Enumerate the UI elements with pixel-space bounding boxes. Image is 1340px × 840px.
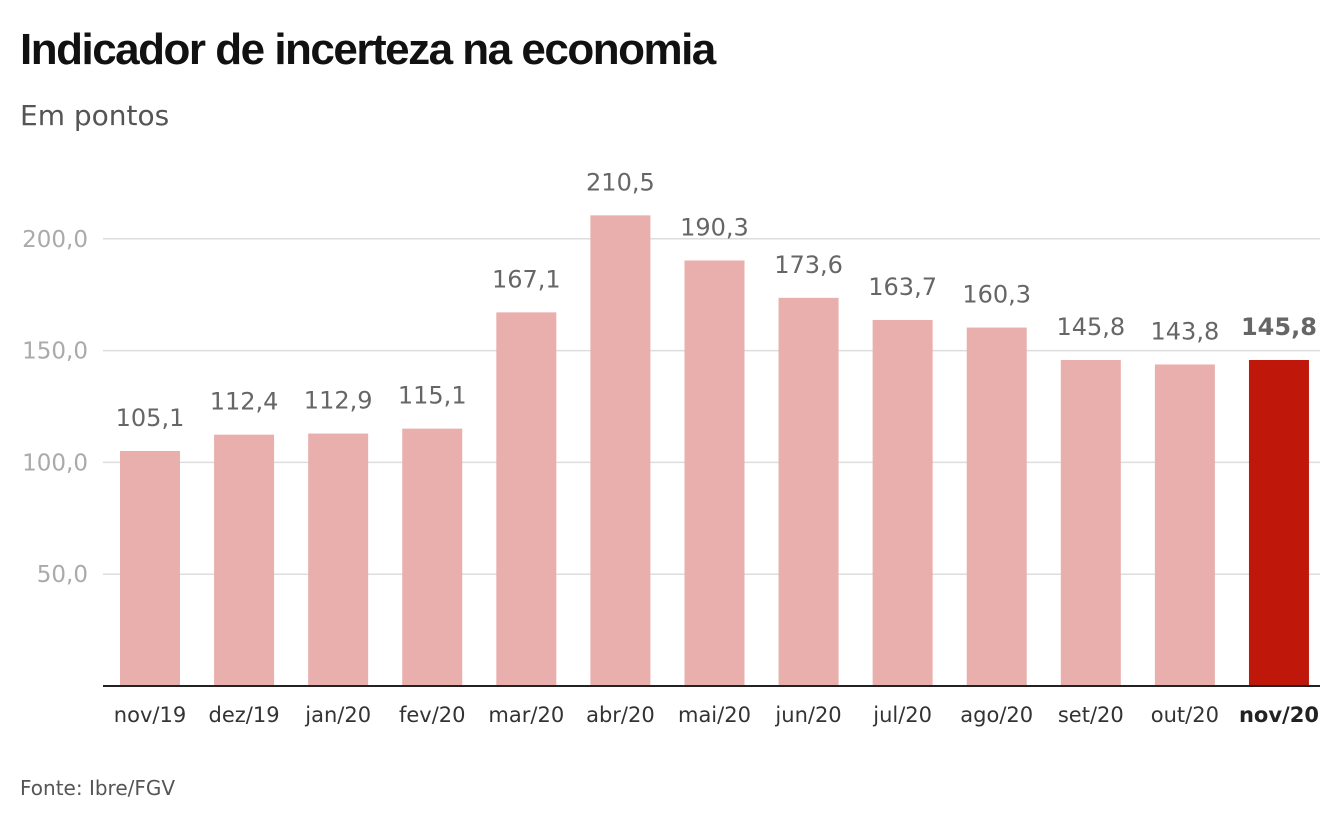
x-tick-label: nov/20 [1239,703,1319,727]
bars [120,215,1309,686]
bar-jul-20 [872,319,933,686]
data-label: 167,1 [492,265,561,293]
bar-abr-20 [590,215,651,686]
x-axis-ticks: nov/19 dez/19 jan/20 fev/20 mar/20 abr/20 mai/… [114,703,1319,727]
x-tick-label: mar/20 [488,703,564,727]
x-tick-label: jul/20 [872,703,932,727]
data-label: 115,1 [398,382,467,410]
x-tick-label: out/20 [1151,703,1219,727]
x-tick-label: mai/20 [678,703,751,727]
data-labels: 105,1 112,4 112,9 115,1 167,1 210,5 190,3 173,6… [116,168,1317,432]
data-label: 210,5 [586,168,655,196]
x-tick-label: abr/20 [586,703,655,727]
data-label: 173,6 [774,251,843,279]
x-tick-label: dez/19 [209,703,280,727]
data-label: 160,3 [962,281,1031,309]
bar-nov-20 [1248,359,1309,686]
chart-subtitle: Em pontos [20,99,170,132]
data-label: 112,4 [210,388,279,416]
x-tick-label: jun/20 [774,703,841,727]
data-label: 145,8 [1241,313,1317,341]
x-tick-label: set/20 [1058,703,1124,727]
data-label: 190,3 [680,213,749,241]
bar-dez-19 [214,434,275,686]
y-tick-label: 100,0 [22,450,88,476]
x-tick-label: jan/20 [304,703,371,727]
data-label: 112,9 [304,387,373,415]
x-tick-label: ago/20 [960,703,1033,727]
y-tick-label: 150,0 [22,339,88,365]
data-label: 143,8 [1151,317,1220,345]
source-note: Fonte: Ibre/FGV [20,776,176,800]
bar-nov-19 [120,450,180,686]
bar-jun-20 [778,297,839,686]
y-tick-label: 50,0 [37,562,88,588]
bar-mar-20 [496,312,557,686]
x-tick-label: fev/20 [399,703,466,727]
data-label: 163,7 [868,273,937,301]
y-axis-ticks: 50,0 100,0 150,0 200,0 [22,227,88,588]
bar-fev-20 [402,428,463,686]
chart-title: Indicador de incerteza na economia [20,25,716,74]
bar-set-20 [1060,359,1121,686]
y-tick-label: 200,0 [22,227,88,253]
bar-out-20 [1154,364,1215,686]
bar-ago-20 [966,327,1027,686]
bar-jan-20 [308,433,369,686]
bar-mai-20 [684,260,745,686]
data-label: 145,8 [1056,313,1125,341]
data-label: 105,1 [116,404,185,432]
x-tick-label: nov/19 [114,703,186,727]
